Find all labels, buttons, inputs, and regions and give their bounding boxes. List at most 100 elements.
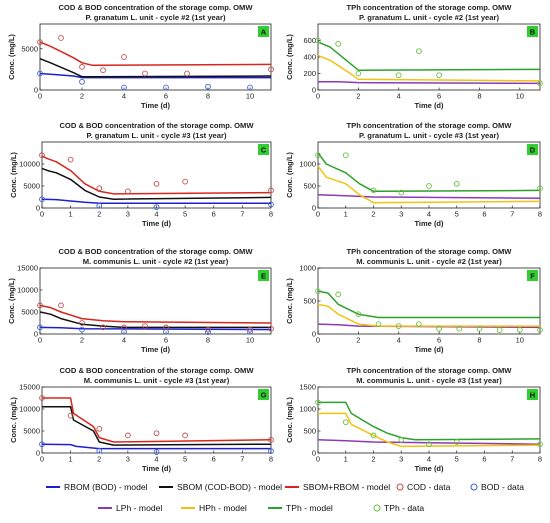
x-tick-label: 3	[399, 210, 403, 219]
chart-title: COD & BOD concentration of the storage c…	[58, 3, 253, 12]
data-point	[37, 302, 43, 309]
y-tick-label: 500	[303, 182, 316, 191]
data-point	[184, 70, 190, 77]
data-point	[315, 288, 321, 294]
x-tick-label: 10	[246, 336, 254, 345]
x-tick-label: 6	[212, 455, 216, 464]
legend-label: RBOM (BOD) - model	[64, 482, 148, 492]
panel-letter: D	[530, 145, 536, 154]
x-tick-label: 4	[397, 336, 401, 345]
panel-badge	[258, 144, 269, 155]
panel-letter: A	[261, 27, 267, 36]
chart-title: TPh concentration of the storage comp. O…	[347, 366, 513, 375]
chart-title: TPh concentration of the storage comp. O…	[347, 3, 513, 12]
y-tick-label: 5000	[23, 182, 40, 191]
data-point	[79, 326, 85, 333]
data-point	[395, 323, 402, 329]
data-point	[398, 436, 405, 443]
x-tick-label: 1	[344, 455, 348, 464]
chart-title: TPh concentration of the storage comp. O…	[347, 247, 513, 256]
x-tick-label: 8	[477, 336, 481, 345]
x-tick-label: 2	[371, 455, 375, 464]
x-tick-label: 4	[154, 210, 158, 219]
y-tick-label: 0	[34, 86, 38, 95]
data-point	[426, 183, 432, 189]
chart-subtitle: M. communis L. unit - cycle #3 (1st year…	[356, 376, 502, 385]
x-tick-label: 8	[269, 455, 273, 464]
data-point	[268, 448, 274, 455]
data-point	[100, 324, 106, 331]
x-tick-label: 0	[316, 210, 320, 219]
model-line-0	[39, 326, 272, 331]
x-tick-label: 8	[206, 336, 210, 345]
legend-item: TPh - data	[373, 503, 424, 513]
y-tick-label: 0	[312, 449, 316, 458]
data-point	[268, 187, 274, 194]
y-tick-label: 0	[312, 204, 316, 213]
plot-area	[317, 267, 541, 335]
x-tick-label: 2	[80, 336, 84, 345]
data-point	[355, 70, 362, 77]
panel-badge	[527, 26, 538, 37]
y-axis-label: Conc. (mg/L)	[7, 34, 16, 80]
legend-label: SBOM (COD-BOD) - model	[177, 482, 282, 492]
x-tick-label: 7	[510, 210, 514, 219]
data-point	[315, 152, 321, 159]
y-tick-label: 400	[303, 53, 316, 62]
data-point	[315, 399, 321, 406]
data-point	[416, 48, 422, 55]
data-point	[335, 291, 342, 298]
chart-subtitle: M. communis L. unit - cycle #2 (1st year…	[83, 257, 229, 266]
legend-label: COD - data	[407, 482, 451, 492]
y-tick-label: 0	[36, 449, 40, 458]
plot-area	[39, 23, 272, 91]
data-point	[163, 84, 169, 91]
y-tick-label: 5000	[21, 308, 38, 317]
panel-letter: G	[261, 390, 267, 399]
data-point	[37, 324, 43, 331]
panel-badge	[527, 144, 538, 155]
data-point	[39, 196, 45, 203]
x-tick-label: 2	[97, 455, 101, 464]
chart-panel-a: COD & BOD concentration of the storage c…	[7, 3, 274, 110]
legend-item: TPh - model	[268, 503, 333, 513]
x-tick-label: 7	[510, 455, 514, 464]
x-tick-label: 1	[344, 210, 348, 219]
data-point	[125, 188, 131, 195]
y-tick-label: 5000	[23, 427, 40, 436]
data-point	[142, 70, 148, 77]
y-axis-label: Conc. (mg/L)	[285, 397, 294, 443]
x-tick-label: 5	[183, 210, 187, 219]
model-line-2	[42, 397, 272, 443]
data-point	[537, 441, 543, 448]
data-point	[416, 321, 422, 327]
x-tick-label: 10	[246, 92, 254, 101]
x-tick-label: 5	[183, 455, 187, 464]
data-point	[79, 78, 85, 85]
data-point	[247, 84, 253, 91]
x-axis-label: Time (d)	[414, 219, 444, 228]
panel-letter: C	[261, 145, 267, 154]
y-tick-label: 10000	[17, 286, 38, 295]
y-axis-label: Conc. (mg/L)	[9, 397, 18, 443]
legend-label: SBOM+RBOM - model	[303, 482, 390, 492]
legend-item: BOD - data	[470, 482, 524, 492]
legend-item: SBOM+RBOM - model	[285, 482, 390, 492]
x-tick-label: 6	[164, 336, 168, 345]
plot-area	[41, 386, 272, 454]
panel-letter: E	[261, 271, 266, 280]
y-tick-label: 10000	[19, 160, 40, 169]
model-line-2	[39, 304, 272, 324]
legend-label: TPh - model	[286, 503, 333, 513]
model-line-1	[42, 406, 272, 446]
x-tick-label: 4	[154, 455, 158, 464]
x-tick-label: 2	[371, 210, 375, 219]
legend-item: COD - data	[396, 482, 451, 492]
y-tick-label: 15000	[17, 264, 38, 273]
data-point	[79, 64, 85, 70]
y-tick-label: 1000	[299, 405, 316, 414]
data-point	[153, 449, 160, 455]
x-tick-label: 0	[38, 336, 42, 345]
x-tick-label: 10	[516, 92, 524, 101]
